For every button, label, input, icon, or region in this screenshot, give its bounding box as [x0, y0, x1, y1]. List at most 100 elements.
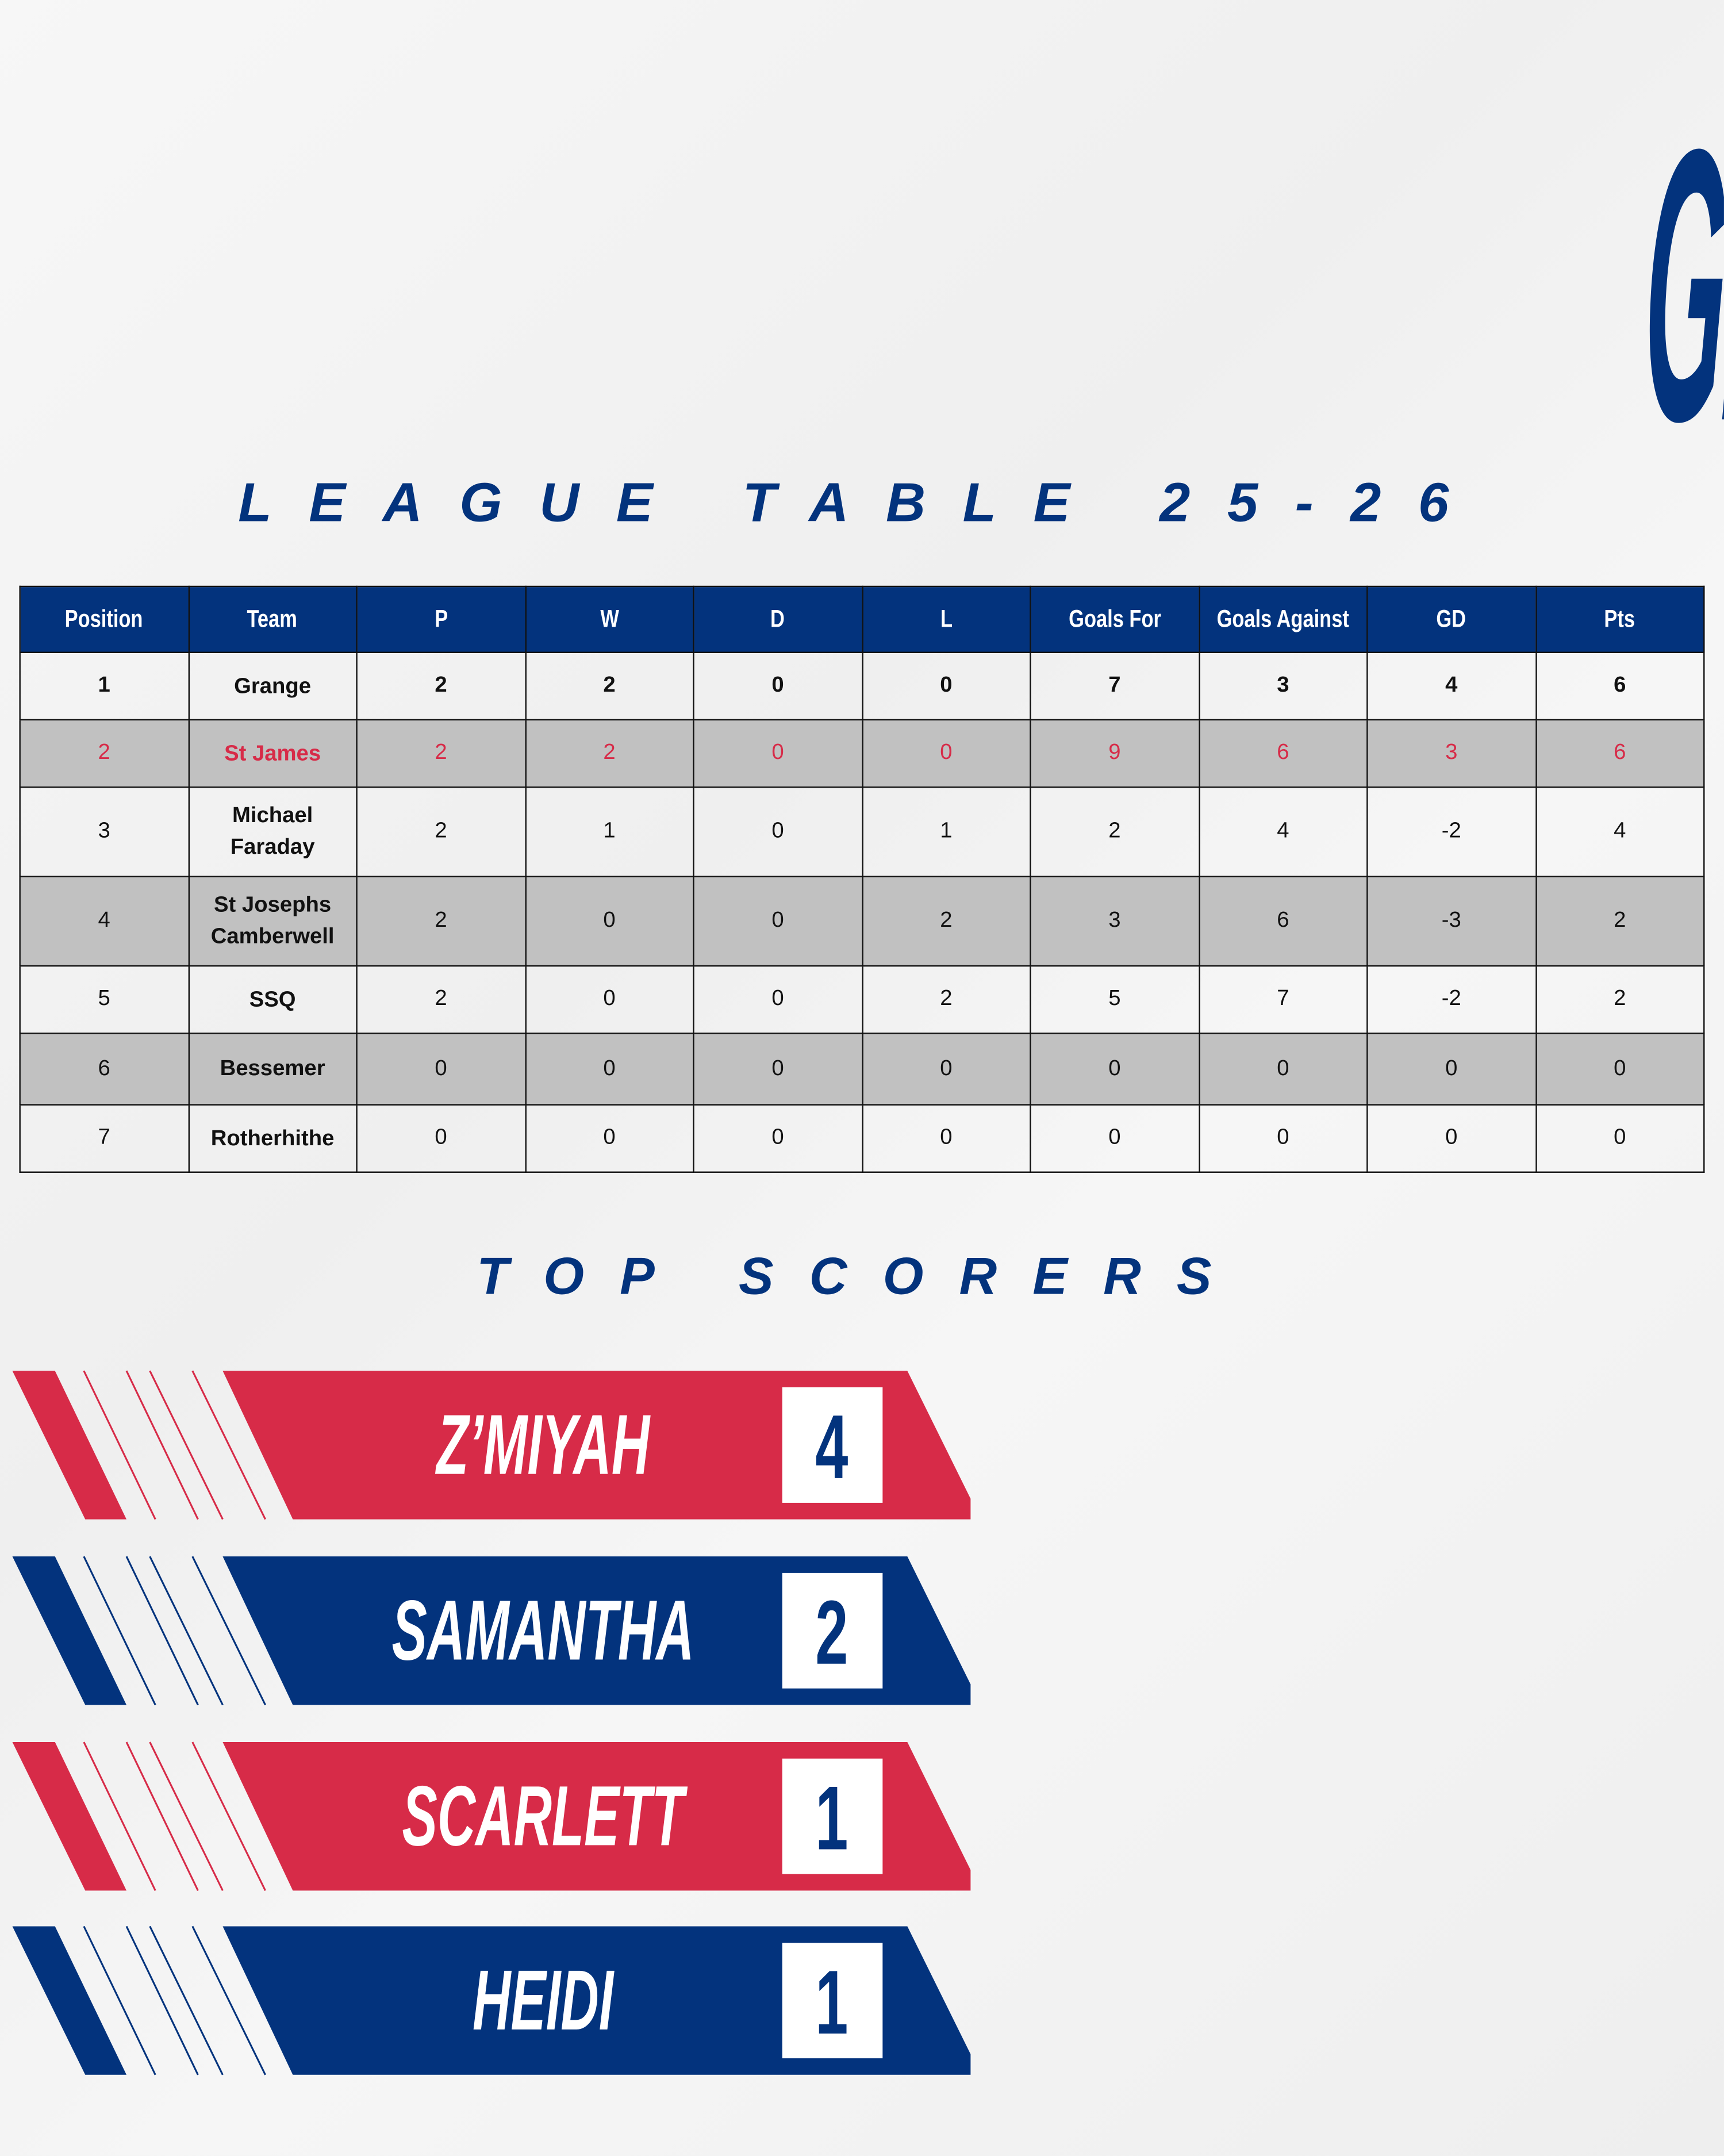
- column-header: L: [861, 585, 1031, 653]
- column-header-label: GD: [1436, 605, 1466, 633]
- table-cell: 7: [19, 1104, 189, 1173]
- team-cell: St James: [187, 719, 358, 788]
- table-cell: 0: [356, 1033, 526, 1106]
- thick-stripe: [12, 1926, 127, 2075]
- column-header-label: D: [770, 605, 785, 633]
- scorer-banner: SAMANTHA 2: [12, 1556, 971, 1706]
- player-goals: 4: [815, 1397, 848, 1498]
- table-cell: 5: [19, 965, 189, 1034]
- table-cell: 1: [524, 786, 694, 877]
- table-cell: 3: [19, 786, 189, 877]
- team-cell: SSQ: [187, 965, 358, 1034]
- thin-stripe: [125, 1556, 199, 1706]
- table-cell: 0: [693, 651, 863, 721]
- column-header: Team: [187, 585, 358, 653]
- player-goals: 1: [815, 1952, 848, 2054]
- table-cell: 0: [524, 1033, 694, 1106]
- table-cell: 0: [524, 965, 694, 1034]
- table-cell: 0: [524, 1104, 694, 1173]
- table-cell: 0: [1535, 1033, 1705, 1106]
- column-header-label: Pts: [1604, 605, 1635, 633]
- player-name: SAMANTHA: [392, 1583, 694, 1678]
- table-cell: 1: [861, 786, 1031, 877]
- column-header: Goals Against: [1198, 585, 1368, 653]
- player-goals: 2: [815, 1582, 848, 1683]
- thin-stripe: [149, 1370, 224, 1520]
- table-cell: 0: [693, 1033, 863, 1106]
- table-cell: 2: [19, 719, 189, 788]
- table-cell: 2: [356, 719, 526, 788]
- table-cell: 0: [693, 719, 863, 788]
- thin-stripe: [83, 1370, 156, 1520]
- thin-stripe: [191, 1370, 266, 1520]
- thin-stripe: [191, 1925, 266, 2076]
- table-cell: 3: [1198, 651, 1368, 721]
- table-cell: 2: [524, 651, 694, 721]
- table-cell: 0: [1198, 1033, 1368, 1106]
- title-text: GIRLS FOOTBALL TEAM: [1638, 68, 1724, 502]
- thin-stripe: [149, 1556, 224, 1706]
- table-row: 3 Michael Faraday 2 1 0 1 2 4 -2 4: [19, 786, 1705, 877]
- table-cell: 0: [693, 965, 863, 1034]
- table-cell: 0: [1366, 1104, 1537, 1173]
- table-cell: 0: [1030, 1033, 1200, 1106]
- table-cell: 2: [524, 719, 694, 788]
- column-header: P: [356, 585, 526, 653]
- thin-stripe: [149, 1741, 224, 1891]
- table-cell: 2: [1535, 876, 1705, 967]
- table-cell: 1: [19, 651, 189, 721]
- player-name: Z’MIYAH: [435, 1397, 651, 1493]
- thin-stripe: [83, 1741, 156, 1891]
- thin-stripe: [191, 1741, 266, 1891]
- table-cell: 0: [861, 651, 1031, 721]
- league-table: Position Team P W D L Goals For Goals Against GD…: [19, 585, 1705, 1173]
- table-cell: 2: [1030, 786, 1200, 877]
- table-cell: 3: [1366, 719, 1537, 788]
- table-cell: 4: [1535, 786, 1705, 877]
- table-cell: 6: [1535, 651, 1705, 721]
- player-goals: 1: [815, 1767, 848, 1869]
- table-cell: 0: [693, 786, 863, 877]
- team-cell: St Josephs Camberwell: [187, 876, 358, 967]
- thick-stripe: [12, 1371, 127, 1520]
- column-header: GD: [1366, 585, 1537, 653]
- column-header-label: Goals For: [1068, 605, 1161, 633]
- table-cell: 5: [1030, 965, 1200, 1034]
- table-cell: 2: [356, 651, 526, 721]
- column-header: Position: [19, 585, 189, 653]
- team-cell: Grange: [187, 651, 358, 721]
- thin-stripe: [191, 1556, 266, 1706]
- thick-stripe: [12, 1742, 127, 1891]
- goals-box: [782, 1758, 883, 1874]
- team-cell: Bessemer: [187, 1033, 358, 1106]
- table-cell: 7: [1030, 651, 1200, 721]
- thin-stripe: [83, 1925, 156, 2076]
- page-title: GIRLS FOOTBALL TEAM: [0, 68, 1724, 502]
- thin-stripe: [125, 1370, 199, 1520]
- table-cell: 6: [19, 1033, 189, 1106]
- table-cell: 4: [1366, 651, 1537, 721]
- table-cell: 0: [1198, 1104, 1368, 1173]
- table-row: 7 Rotherhithe 0 0 0 0 0 0 0 0: [19, 1104, 1705, 1173]
- table-cell: 0: [1535, 1104, 1705, 1173]
- table-cell: 7: [1198, 965, 1368, 1034]
- table-cell: 3: [1030, 876, 1200, 967]
- thin-stripe: [149, 1925, 224, 2076]
- thick-stripe: [12, 1556, 127, 1705]
- column-header: W: [524, 585, 694, 653]
- goals-box: [782, 1387, 883, 1503]
- table-cell: -2: [1366, 786, 1537, 877]
- table-row: 6 Bessemer 0 0 0 0 0 0 0 0: [19, 1033, 1705, 1106]
- table-cell: 6: [1535, 719, 1705, 788]
- table-cell: 2: [861, 876, 1031, 967]
- table-row: 5 SSQ 2 0 0 2 5 7 -2 2: [19, 965, 1705, 1034]
- table-cell: 0: [1366, 1033, 1537, 1106]
- column-header: Goals For: [1030, 585, 1200, 653]
- table-cell: 0: [861, 1033, 1031, 1106]
- thin-stripe: [83, 1556, 156, 1706]
- column-header: D: [693, 585, 863, 653]
- table-row: 2 St James 2 2 0 0 9 6 3 6: [19, 719, 1705, 788]
- table-cell: 4: [19, 876, 189, 967]
- table-row: 1 Grange 2 2 0 0 7 3 4 6: [19, 651, 1705, 721]
